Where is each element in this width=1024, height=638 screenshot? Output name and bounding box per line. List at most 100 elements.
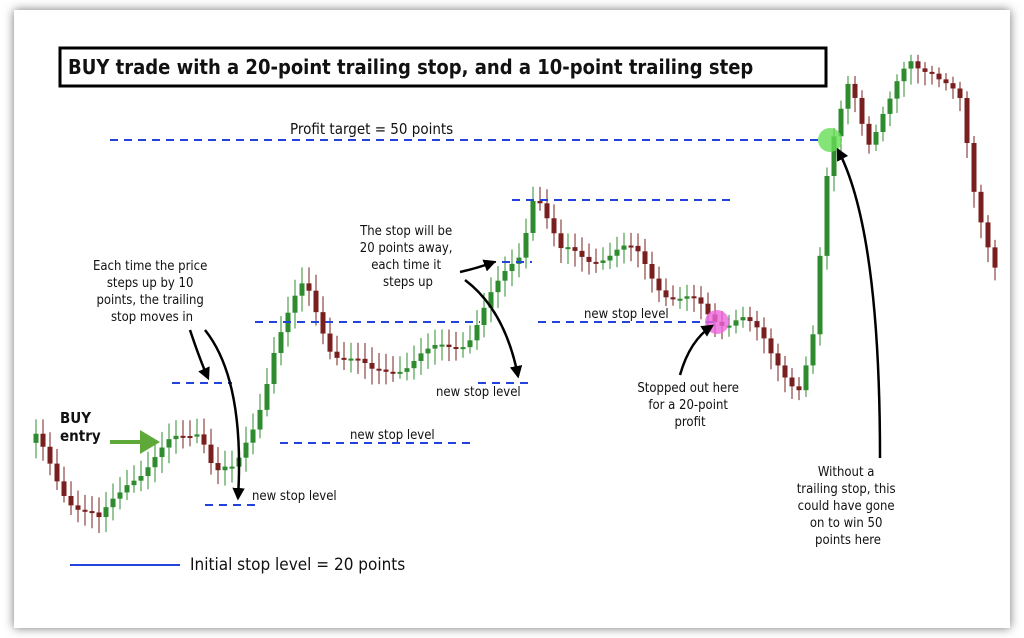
candle: [138, 476, 144, 481]
new-stop-label: new stop level: [436, 385, 521, 400]
candle: [943, 79, 949, 84]
candle: [831, 136, 837, 177]
candle: [362, 358, 368, 364]
candle: [579, 250, 585, 257]
candle: [264, 383, 270, 410]
candle: [201, 434, 207, 445]
candle: [131, 480, 137, 486]
candle: [250, 429, 256, 443]
candle: [845, 83, 851, 109]
candle: [33, 433, 39, 443]
new-stop-label: new stop level: [252, 489, 337, 504]
candle: [908, 61, 914, 69]
candle: [257, 409, 263, 430]
candle: [271, 352, 277, 384]
candle: [96, 512, 102, 518]
text-line: 20 points away,: [360, 241, 453, 256]
text-line: The stop will be: [359, 224, 452, 239]
candle: [488, 292, 494, 308]
candle: [222, 466, 228, 471]
text-line: could have gone: [798, 499, 895, 514]
candle: [936, 73, 942, 80]
entry-arrow: [110, 430, 160, 454]
title: BUY trade with a 20-point trailing stop,…: [68, 55, 753, 79]
text-line: points, the trailing: [96, 293, 203, 308]
trailing-note: Each time the price steps up by 10 point…: [93, 259, 211, 325]
candle: [628, 245, 634, 248]
candle: [880, 113, 886, 133]
candle: [544, 203, 550, 219]
candle: [929, 71, 935, 74]
candle: [796, 386, 802, 391]
candle: [537, 200, 543, 204]
stopped-note: Stopped out here for a 20-point profit: [637, 381, 742, 430]
candle: [243, 442, 249, 458]
candle: [873, 132, 879, 145]
candle: [754, 321, 760, 328]
candle: [600, 260, 606, 263]
profit-label: Profit target = 50 points: [290, 120, 453, 138]
text-line: trailing stop, this: [797, 482, 896, 497]
text-line: steps up by 10: [107, 276, 194, 291]
candle: [565, 247, 571, 250]
candle: [61, 481, 67, 496]
candle: [740, 317, 746, 321]
text-line: on to win 50: [810, 516, 883, 531]
candle: [866, 123, 872, 145]
candle: [509, 263, 515, 272]
candle: [859, 97, 865, 124]
candle: [376, 368, 382, 371]
candles: [33, 54, 998, 533]
candle: [313, 290, 319, 313]
initial-stop-label: Initial stop level = 20 points: [190, 555, 405, 575]
arrow: [188, 329, 210, 381]
candle: [705, 303, 711, 315]
candle: [726, 325, 732, 328]
text-line: entry: [60, 427, 101, 445]
candle: [614, 249, 620, 256]
candle: [950, 83, 956, 89]
text-line: each time it: [371, 258, 441, 273]
arrow: [836, 147, 882, 459]
candle: [348, 358, 354, 361]
candle: [467, 340, 473, 348]
candle: [747, 317, 753, 322]
candle: [369, 363, 375, 369]
text-line: stop moves in: [111, 310, 193, 325]
candle: [145, 467, 151, 477]
candle: [166, 439, 172, 448]
candle: [992, 247, 998, 268]
target-marker: [818, 128, 842, 152]
candle: [180, 435, 186, 438]
candle: [957, 88, 963, 99]
candle: [341, 357, 347, 360]
candle: [838, 108, 844, 137]
candle: [971, 143, 977, 192]
candle: [670, 297, 676, 300]
candle: [446, 344, 452, 348]
candle: [173, 435, 179, 440]
candle: [852, 83, 858, 98]
candle: [320, 312, 326, 334]
candle: [586, 256, 592, 262]
candle: [152, 457, 158, 468]
candle: [474, 324, 480, 341]
candle: [215, 463, 221, 471]
candle: [89, 511, 95, 514]
candle: [432, 344, 438, 349]
candle: [901, 68, 907, 82]
text-line: profit: [674, 415, 705, 430]
candle: [789, 377, 795, 387]
candle: [425, 348, 431, 354]
candle: [887, 98, 893, 114]
new-stop-label: new stop level: [584, 307, 669, 322]
candle: [733, 320, 739, 326]
candle: [642, 251, 648, 264]
candle: [656, 278, 662, 291]
candle: [677, 298, 683, 301]
without-note: Without a trailing stop, this could have…: [797, 465, 900, 548]
candle: [306, 283, 312, 291]
candle: [229, 466, 235, 469]
candle: [355, 358, 361, 361]
